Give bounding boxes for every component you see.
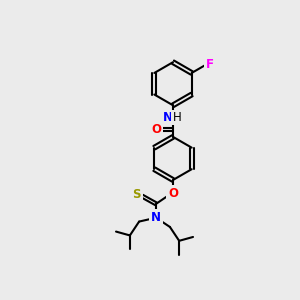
Text: H: H [172, 111, 181, 124]
Text: N: N [163, 111, 172, 124]
Text: N: N [151, 211, 161, 224]
Text: S: S [133, 188, 141, 201]
Text: O: O [151, 123, 161, 136]
Text: O: O [168, 187, 178, 200]
Text: F: F [206, 58, 214, 71]
